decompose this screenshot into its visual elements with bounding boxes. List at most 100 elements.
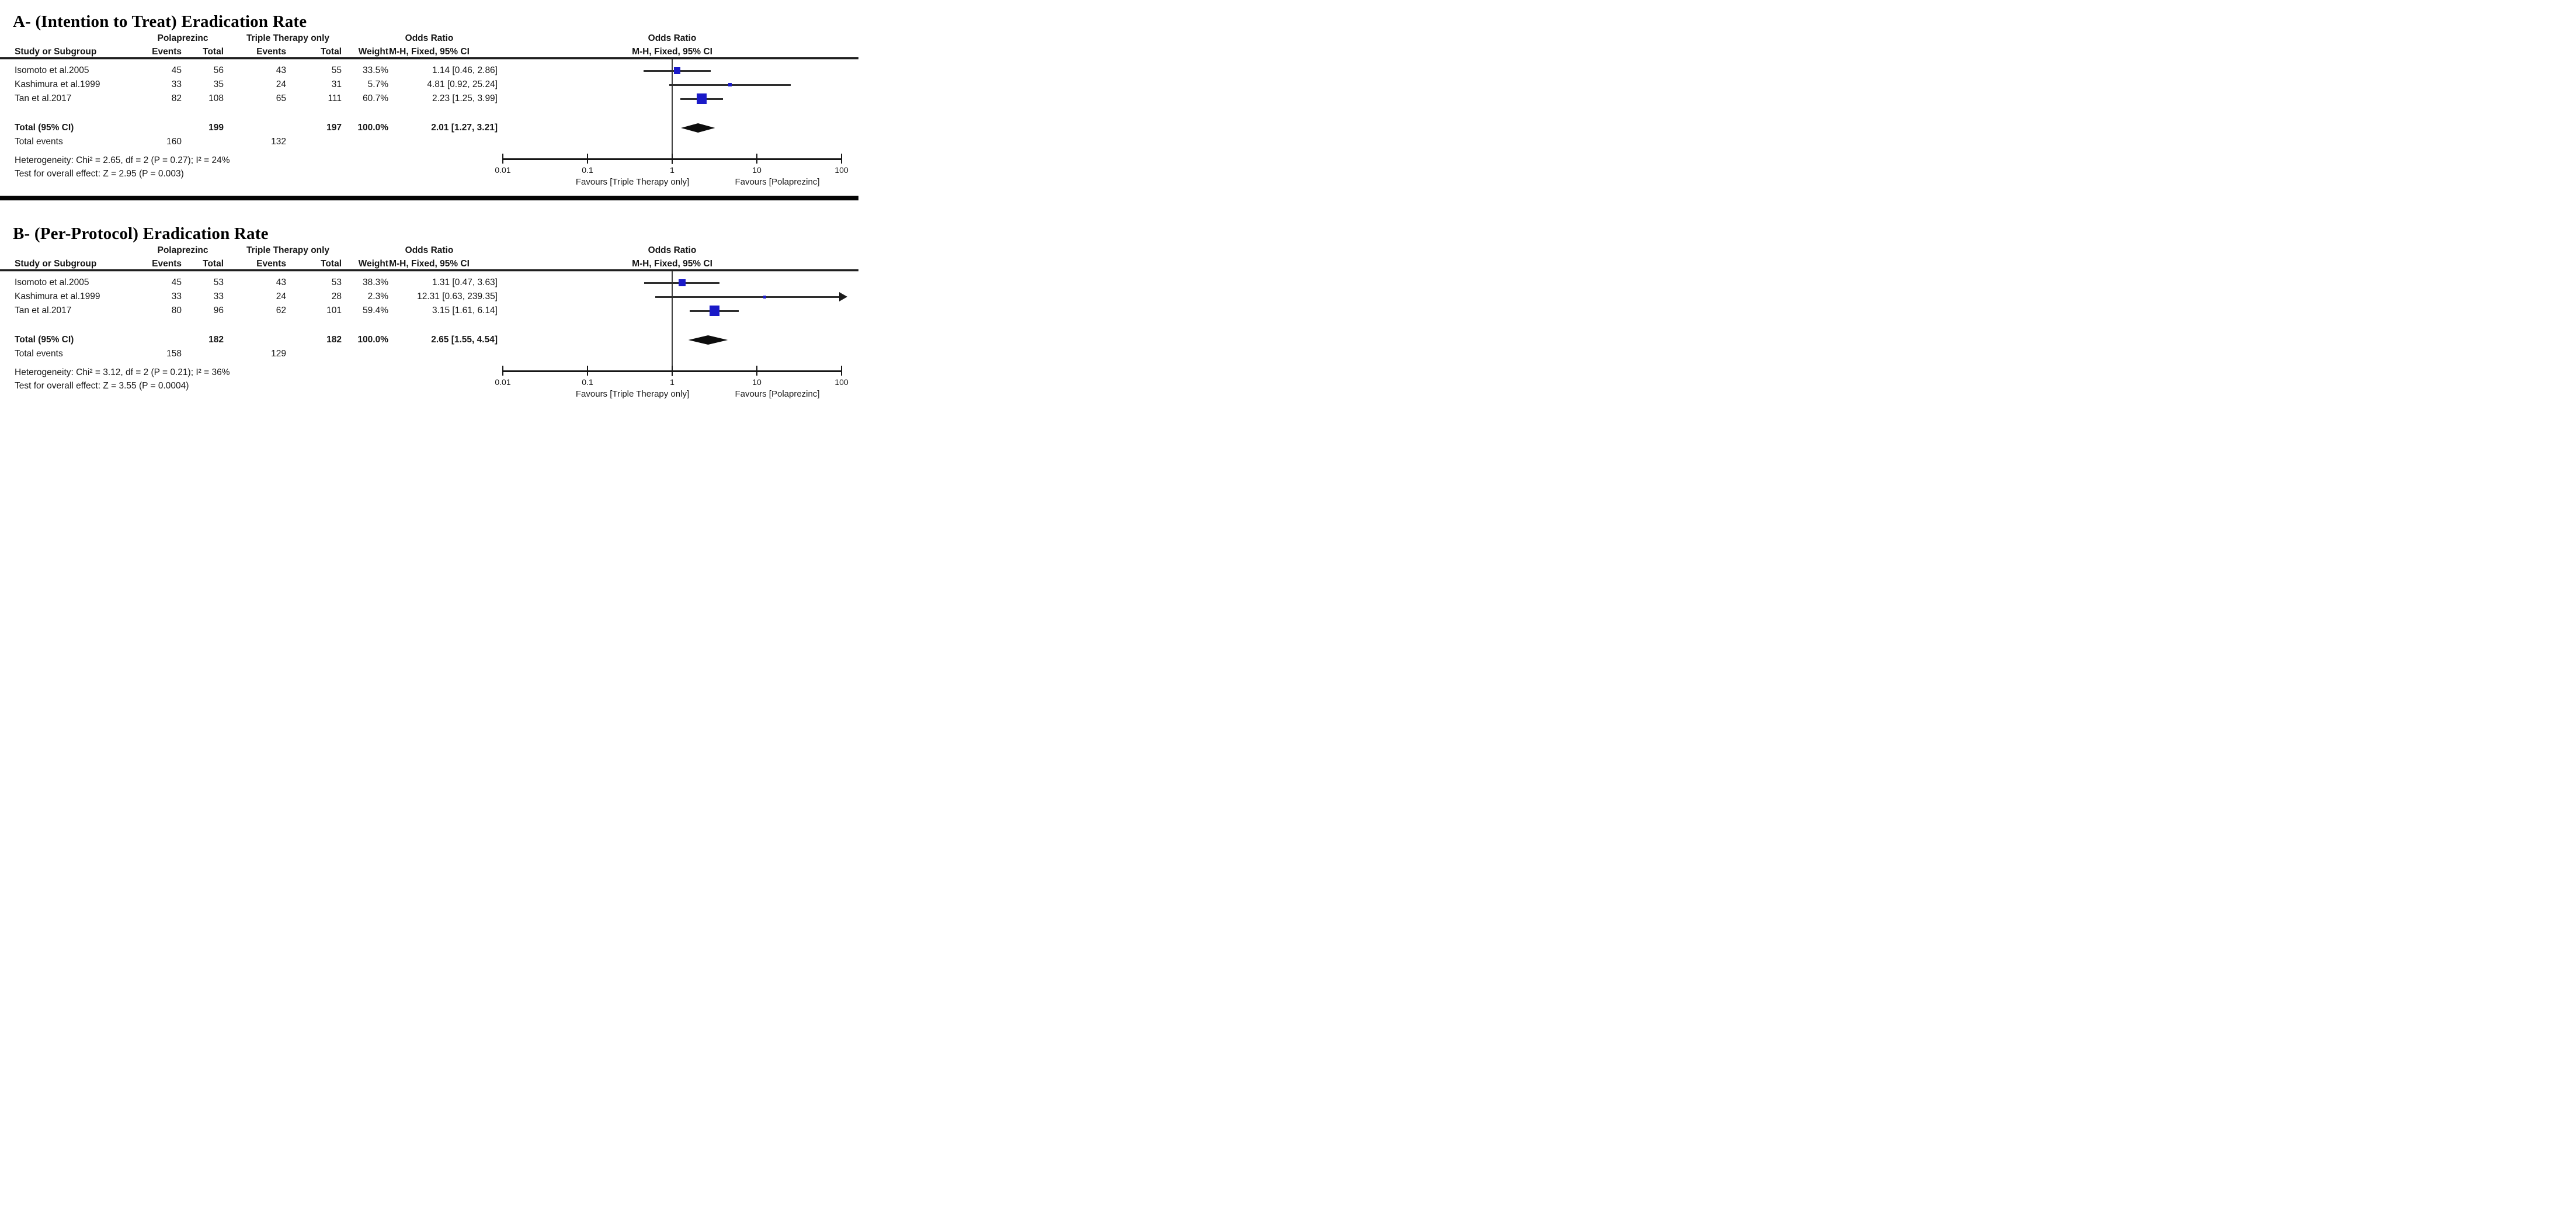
col-header-study: Study or Subgroup <box>15 47 97 57</box>
weight-value: 5.7% <box>367 79 388 89</box>
total-n-control: 182 <box>326 335 342 345</box>
plot-header-line1: Odds Ratio <box>648 33 697 43</box>
heterogeneity-stats: Heterogeneity: Chi² = 2.65, df = 2 (P = … <box>15 155 230 165</box>
total-n-treatment: 182 <box>208 335 224 345</box>
col-header-weight: Weight <box>358 47 388 57</box>
effect-square <box>673 67 680 74</box>
axis-tick <box>841 366 842 376</box>
total-treatment: 56 <box>213 65 224 75</box>
section-divider <box>0 196 858 200</box>
total-or-ci: 2.65 [1.55, 4.54] <box>431 335 498 345</box>
events-control: 62 <box>276 306 286 315</box>
weight-value: 59.4% <box>363 306 388 315</box>
effect-square <box>696 93 707 104</box>
total-treatment: 96 <box>213 306 224 315</box>
col-header-total-2: Total <box>321 259 342 269</box>
header-rule <box>0 57 858 59</box>
group-header-odds-ratio: Odds Ratio <box>405 245 454 255</box>
forest-plot-figure: A- (Intention to Treat) Eradication Rate… <box>0 0 858 406</box>
pooled-diamond <box>688 335 728 345</box>
col-header-weight: Weight <box>358 259 388 269</box>
events-treatment: 33 <box>171 292 182 301</box>
col-header-total-2: Total <box>321 47 342 57</box>
or-ci-value: 1.31 [0.47, 3.63] <box>432 277 498 287</box>
total-n-control: 197 <box>326 123 342 133</box>
group-header-odds-ratio: Odds Ratio <box>405 33 454 43</box>
total-control: 111 <box>328 93 342 103</box>
events-control: 24 <box>276 292 286 301</box>
col-header-events-1: Events <box>152 259 182 269</box>
axis-tick <box>587 366 588 376</box>
weight-value: 38.3% <box>363 277 388 287</box>
axis-tick-label: 0.01 <box>495 165 511 175</box>
events-treatment: 45 <box>171 277 182 287</box>
arrow-right-icon <box>839 292 847 301</box>
effect-square <box>763 295 766 299</box>
total-treatment: 108 <box>208 93 224 103</box>
study-name: Kashimura et al.1999 <box>15 292 100 301</box>
total-n-treatment: 199 <box>208 123 224 133</box>
effect-square <box>678 279 686 287</box>
overall-effect-stats: Test for overall effect: Z = 2.95 (P = 0… <box>15 169 184 179</box>
study-name: Kashimura et al.1999 <box>15 79 100 89</box>
effect-square <box>728 83 732 86</box>
heterogeneity-stats: Heterogeneity: Chi² = 3.12, df = 2 (P = … <box>15 367 230 377</box>
section-a: A- (Intention to Treat) Eradication Rate… <box>0 0 858 204</box>
axis-tick <box>587 154 588 164</box>
weight-value: 33.5% <box>363 65 388 75</box>
col-header-study: Study or Subgroup <box>15 259 97 269</box>
section-b-title: B- (Per-Protocol) Eradication Rate <box>13 224 269 244</box>
null-effect-line <box>672 59 673 164</box>
col-header-total-1: Total <box>203 259 224 269</box>
total-weight: 100.0% <box>357 123 388 133</box>
section-b: B- (Per-Protocol) Eradication Rate Polap… <box>0 212 858 406</box>
total-events-label: Total events <box>15 349 63 359</box>
favours-left-label: Favours [Triple Therapy only] <box>575 177 690 187</box>
total-events-treatment: 158 <box>166 349 182 359</box>
axis-tick-label: 1 <box>670 165 675 175</box>
axis-tick-label: 100 <box>835 165 849 175</box>
total-label: Total (95% CI) <box>15 123 74 133</box>
plot-header-line2: M-H, Fixed, 95% CI <box>632 47 712 57</box>
axis-tick-label: 0.1 <box>582 165 593 175</box>
total-control: 28 <box>331 292 342 301</box>
col-header-events-1: Events <box>152 47 182 57</box>
axis-tick-label: 1 <box>670 377 675 387</box>
section-a-title: A- (Intention to Treat) Eradication Rate <box>13 12 307 32</box>
total-treatment: 53 <box>213 277 224 287</box>
total-treatment: 35 <box>213 79 224 89</box>
axis-tick <box>672 366 673 376</box>
axis-tick <box>756 366 757 376</box>
favours-right-label: Favours [Polaprezinc] <box>735 389 820 399</box>
col-header-total-1: Total <box>203 47 224 57</box>
total-label: Total (95% CI) <box>15 335 74 345</box>
or-ci-value: 1.14 [0.46, 2.86] <box>432 65 498 75</box>
forest-plot: 0.01 0.1 1 10 100 Favours [Triple Therap… <box>495 0 849 199</box>
group-header-control: Triple Therapy only <box>246 33 330 43</box>
plot-header-line1: Odds Ratio <box>648 245 697 255</box>
null-effect-line <box>672 271 673 376</box>
study-name: Tan et al.2017 <box>15 93 72 103</box>
group-header-treatment: Polaprezinc <box>157 245 208 255</box>
group-header-treatment: Polaprezinc <box>157 33 208 43</box>
axis-tick <box>841 154 842 164</box>
events-treatment: 33 <box>171 79 182 89</box>
total-or-ci: 2.01 [1.27, 3.21] <box>431 123 498 133</box>
col-header-events-2: Events <box>256 47 286 57</box>
events-control: 65 <box>276 93 286 103</box>
axis-tick-label: 0.01 <box>495 377 511 387</box>
events-control: 43 <box>276 65 286 75</box>
study-name: Isomoto et al.2005 <box>15 277 89 287</box>
axis-tick <box>672 154 673 164</box>
col-header-mh-ci: M-H, Fixed, 95% CI <box>389 259 470 269</box>
col-header-events-2: Events <box>256 259 286 269</box>
or-ci-value: 3.15 [1.61, 6.14] <box>432 306 498 315</box>
total-control: 31 <box>331 79 342 89</box>
study-name: Isomoto et al.2005 <box>15 65 89 75</box>
col-header-mh-ci: M-H, Fixed, 95% CI <box>389 47 470 57</box>
events-control: 24 <box>276 79 286 89</box>
weight-value: 2.3% <box>367 292 388 301</box>
total-events-control: 129 <box>271 349 286 359</box>
or-ci-value: 4.81 [0.92, 25.24] <box>427 79 498 89</box>
or-ci-value: 2.23 [1.25, 3.99] <box>432 93 498 103</box>
